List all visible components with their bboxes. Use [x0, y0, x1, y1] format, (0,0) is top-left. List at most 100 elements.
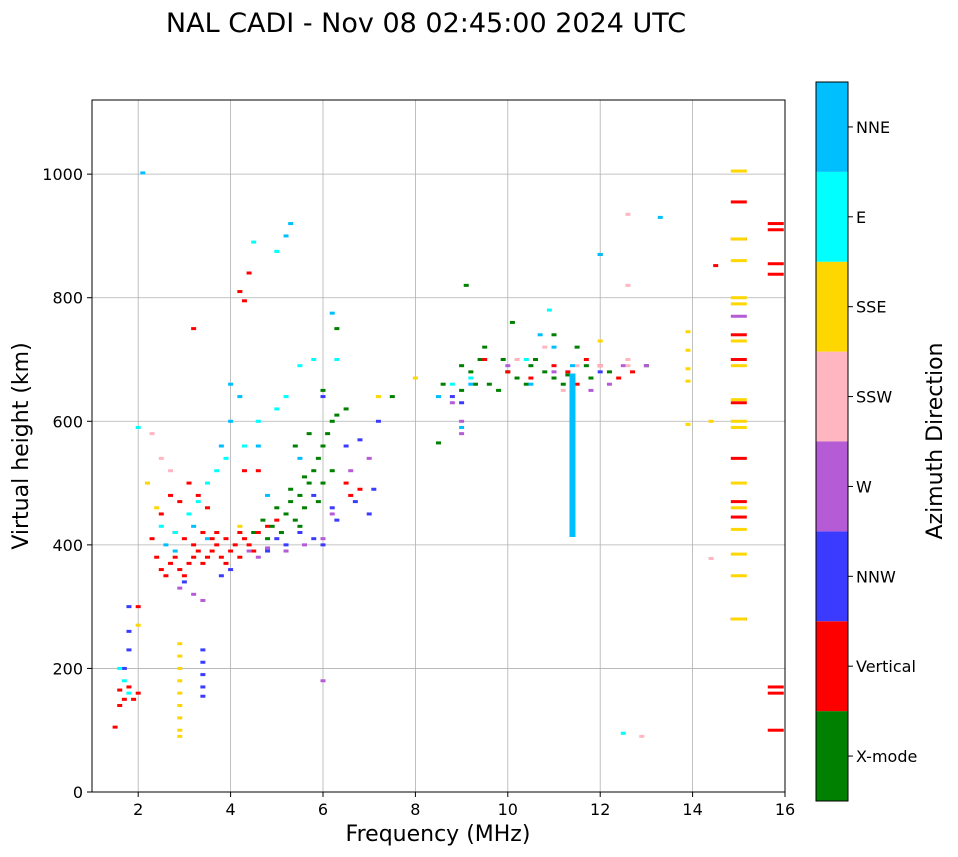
y-tick-label: 0 — [73, 783, 83, 802]
data-point — [334, 358, 340, 361]
data-point — [200, 598, 206, 602]
data-point — [149, 432, 155, 436]
data-point — [730, 237, 747, 241]
data-point — [767, 222, 784, 226]
data-point — [496, 388, 502, 392]
data-point — [625, 358, 631, 361]
data-point — [232, 543, 238, 547]
colorbar-frame — [815, 81, 849, 802]
data-point — [583, 358, 589, 361]
data-point — [186, 561, 192, 565]
data-point — [730, 481, 747, 485]
data-point — [569, 422, 576, 432]
chart-title: NAL CADI - Nov 08 02:45:00 2024 UTC — [166, 8, 686, 39]
data-point — [569, 509, 576, 519]
data-point — [730, 456, 747, 460]
data-point — [135, 425, 141, 429]
data-point — [329, 512, 335, 516]
data-point — [117, 704, 123, 707]
data-point — [265, 493, 271, 497]
data-point — [181, 574, 187, 578]
colorbar-label-item: SSW — [856, 388, 892, 407]
data-point — [163, 574, 169, 578]
data-point — [569, 460, 576, 470]
x-tick-label: 12 — [590, 800, 610, 819]
data-point — [449, 382, 455, 386]
data-point — [200, 673, 206, 677]
data-point — [269, 524, 275, 528]
x-tick-label: 10 — [498, 800, 518, 819]
data-point — [172, 555, 178, 559]
series-nne — [569, 373, 576, 537]
data-point — [288, 487, 294, 491]
colorbar-label-item: Vertical — [856, 657, 916, 676]
colorbar-segment — [816, 171, 848, 262]
data-point — [200, 694, 206, 698]
data-point — [482, 345, 488, 349]
data-point — [195, 493, 201, 497]
data-point — [569, 404, 576, 414]
x-tick-label: 2 — [133, 800, 143, 819]
data-point — [486, 382, 492, 386]
data-point — [685, 367, 691, 371]
series-nne — [140, 171, 663, 553]
data-point — [126, 685, 132, 689]
data-point — [730, 339, 747, 343]
data-point — [509, 320, 515, 324]
data-point — [126, 691, 132, 695]
data-point — [334, 518, 340, 522]
data-point — [223, 537, 229, 541]
data-point — [546, 308, 552, 312]
data-point — [158, 568, 164, 572]
data-point — [163, 543, 169, 547]
data-point — [246, 549, 252, 553]
data-point — [200, 648, 206, 652]
data-point — [569, 478, 576, 488]
data-point — [500, 358, 506, 361]
data-point — [440, 382, 446, 386]
azimuth-colorbar: X-mode Vertical NNW W SSW SSE E NNE — [815, 81, 917, 802]
data-point — [625, 283, 631, 287]
data-point — [255, 555, 261, 559]
data-point — [228, 419, 234, 423]
colorbar-label-item: W — [856, 477, 872, 496]
data-point — [126, 648, 132, 652]
data-point — [209, 549, 215, 553]
data-point — [288, 500, 294, 504]
data-point — [274, 537, 280, 541]
data-point — [569, 447, 576, 457]
data-point — [565, 370, 571, 374]
data-point — [205, 555, 210, 559]
data-point — [329, 469, 335, 473]
y-axis-label: Virtual height (km) — [9, 342, 34, 549]
colorbar-label-item: SSE — [856, 298, 886, 317]
data-point — [713, 264, 719, 268]
data-point — [366, 512, 372, 516]
data-point — [228, 382, 234, 386]
data-point — [311, 358, 317, 361]
data-point — [606, 370, 612, 374]
data-point — [292, 518, 298, 522]
data-point — [126, 605, 132, 609]
data-point — [730, 296, 747, 300]
data-point — [551, 370, 557, 374]
data-point — [315, 500, 321, 504]
data-point — [297, 364, 303, 368]
data-point — [449, 395, 455, 399]
data-point — [181, 580, 187, 584]
data-point — [177, 734, 183, 738]
data-point — [730, 333, 747, 337]
data-point — [186, 512, 192, 516]
data-point — [205, 506, 210, 510]
data-point — [708, 556, 714, 560]
data-point — [241, 444, 247, 448]
data-point — [523, 382, 529, 386]
data-point — [135, 691, 141, 695]
data-point — [528, 364, 534, 368]
data-point — [459, 425, 465, 429]
data-point — [767, 272, 784, 276]
data-point — [597, 370, 603, 374]
data-point — [551, 345, 557, 349]
data-point — [574, 364, 580, 368]
